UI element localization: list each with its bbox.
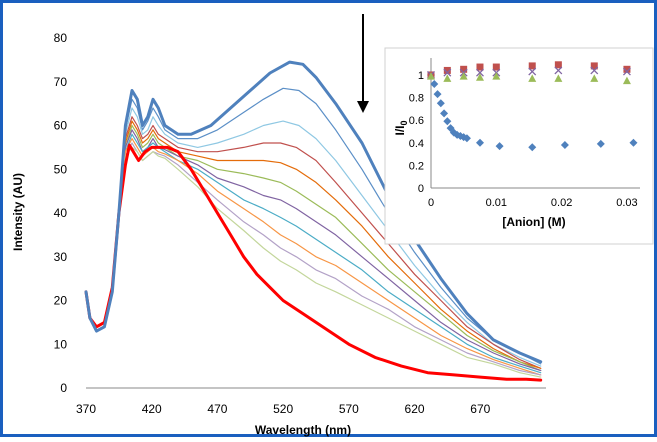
inset-x-tick-label: 0 bbox=[428, 197, 434, 209]
x-tick-label: 670 bbox=[470, 402, 490, 416]
inset-y-tick-label: 0.6 bbox=[409, 115, 424, 127]
inset-point-triangle bbox=[459, 72, 468, 80]
inset-point-diamond bbox=[596, 139, 605, 148]
inset-point-triangle bbox=[475, 73, 484, 81]
x-tick-label: 570 bbox=[339, 402, 359, 416]
inset-x-tick-label: 0.01 bbox=[486, 197, 507, 209]
inset-point-x bbox=[528, 67, 537, 76]
inset-point-square bbox=[492, 63, 500, 71]
inset-point-x bbox=[622, 67, 631, 76]
y-tick-label: 20 bbox=[54, 294, 68, 308]
inset-background bbox=[384, 47, 654, 245]
x-tick-label: 370 bbox=[76, 402, 96, 416]
inset-point-x bbox=[554, 66, 563, 75]
y-tick-label: 40 bbox=[54, 206, 68, 220]
x-tick-label: 470 bbox=[207, 402, 227, 416]
y-tick-label: 80 bbox=[54, 31, 68, 45]
inset-x-tick-labels: 0 0.01 0.02 0.03 bbox=[428, 197, 638, 209]
x-axis-label: Wavelength (nm) bbox=[255, 423, 351, 437]
x-tick-label: 520 bbox=[273, 402, 293, 416]
inset-point-diamond bbox=[475, 138, 484, 147]
y-tick-labels: 0 10 20 30 40 50 60 70 80 bbox=[54, 31, 68, 395]
inset-point-diamond bbox=[462, 134, 471, 143]
inset-x-axis-label: [Anion] (M) bbox=[502, 215, 565, 229]
inset-y-tick-label: 0.4 bbox=[409, 138, 424, 150]
inset-point-square bbox=[443, 66, 451, 74]
inset-point-square bbox=[460, 65, 468, 73]
inset-point-square bbox=[590, 62, 598, 70]
inset-x-tick-label: 0.03 bbox=[616, 197, 637, 209]
inset-y-tick-label: 0 bbox=[418, 183, 424, 195]
inset-point-triangle bbox=[528, 74, 537, 82]
inset-point-diamond bbox=[430, 80, 439, 88]
spectra-series-group bbox=[84, 60, 543, 382]
inset-quenching-plot: 0 0.01 0.02 0.03 0 0.2 0.4 0.6 0.8 1 [Anion] (M)… bbox=[384, 47, 654, 245]
x-tick-label: 420 bbox=[142, 402, 162, 416]
inset-y-tick-label: 0.2 bbox=[409, 160, 424, 172]
inset-point-x bbox=[590, 66, 599, 75]
inset-series-group bbox=[427, 61, 638, 152]
inset-point-diamond bbox=[443, 117, 452, 126]
inset-point-diamond bbox=[629, 138, 638, 147]
inset-y-tick-labels: 0 0.2 0.4 0.6 0.8 1 bbox=[409, 70, 424, 195]
inset-point-triangle bbox=[590, 74, 599, 82]
inset-point-diamond bbox=[560, 141, 569, 150]
inset-x-tick-label: 0.02 bbox=[551, 197, 572, 209]
inset-point-x bbox=[476, 68, 484, 77]
y-axis-label: Intensity (AU) bbox=[11, 173, 25, 251]
x-tick-labels: 370 420 470 520 570 620 670 bbox=[76, 402, 491, 416]
inset-y-tick-label: 0.8 bbox=[409, 93, 424, 105]
down-arrow-annotation bbox=[357, 14, 369, 113]
inset-point-triangle bbox=[427, 72, 435, 80]
inset-point-triangle bbox=[554, 74, 563, 82]
inset-point-diamond bbox=[433, 90, 442, 99]
inset-y-tick-label: 1 bbox=[418, 70, 424, 82]
inset-point-triangle bbox=[443, 74, 452, 82]
y-tick-label: 70 bbox=[54, 75, 68, 89]
inset-point-diamond bbox=[528, 143, 537, 152]
main-spectra-plot: 370 420 470 520 570 620 670 01020304050607080 … bbox=[11, 14, 546, 437]
x-tick-label: 620 bbox=[405, 402, 425, 416]
inset-point-square bbox=[476, 63, 484, 71]
y-tick-label: 0 bbox=[60, 381, 67, 395]
inset-point-x bbox=[443, 68, 452, 77]
y-tick-label: 50 bbox=[54, 162, 68, 176]
inset-y-axis-label: I/I0 bbox=[393, 120, 409, 135]
inset-point-square bbox=[623, 65, 631, 73]
inset-point-square bbox=[528, 62, 536, 70]
inset-point-triangle bbox=[622, 76, 631, 85]
inset-point-square bbox=[554, 61, 562, 69]
inset-point-triangle bbox=[492, 72, 501, 80]
inset-point-diamond bbox=[436, 99, 445, 108]
y-tick-label: 60 bbox=[54, 119, 68, 133]
y-tick-label: 10 bbox=[54, 337, 68, 351]
y-tick-label: 30 bbox=[54, 250, 68, 264]
inset-point-diamond bbox=[440, 109, 449, 118]
inset-point-diamond bbox=[495, 142, 504, 151]
